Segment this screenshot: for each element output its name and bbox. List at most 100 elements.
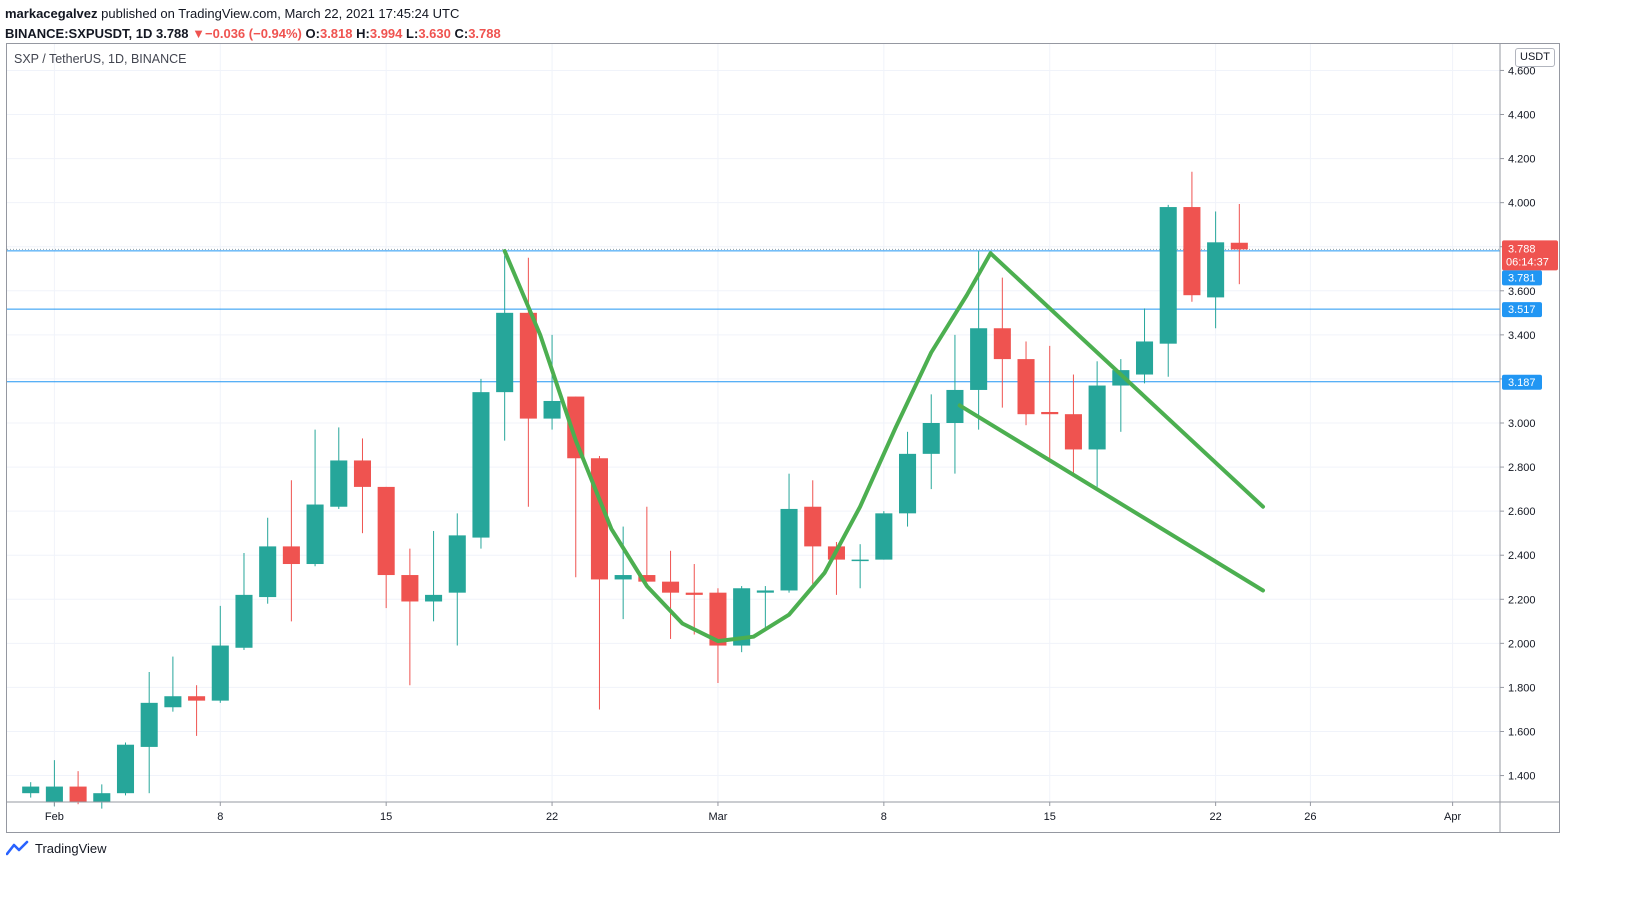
last-price-badge — [1502, 240, 1558, 271]
drawings[interactable] — [502, 249, 1265, 644]
candle-body — [1183, 207, 1201, 296]
price-tick-label: 3.400 — [1508, 330, 1536, 342]
candle-body — [733, 588, 751, 646]
candle — [377, 486, 395, 609]
candle-body — [164, 696, 182, 708]
candle — [685, 564, 703, 635]
candle — [733, 586, 751, 653]
candle — [93, 784, 111, 809]
time-axis[interactable]: Feb 8 15 22 Mar 8 15 22 26 Apr — [7, 801, 1560, 823]
candle-body — [899, 453, 917, 514]
candle-body — [1041, 411, 1059, 415]
candle — [709, 588, 727, 684]
open-label: O: — [305, 26, 320, 41]
price-tick-label: 3.600 — [1508, 286, 1536, 298]
candle — [543, 334, 561, 430]
low-label: L: — [406, 26, 419, 41]
horizontal-lines[interactable] — [7, 248, 1500, 383]
candle-body — [922, 423, 940, 454]
candle-body — [306, 504, 324, 565]
hline-badge-value: 3.781 — [1508, 272, 1536, 284]
price-tick-label: 4.000 — [1508, 198, 1536, 210]
candle — [1064, 374, 1082, 476]
price-tick-label: 2.000 — [1508, 638, 1536, 650]
candle-body — [851, 559, 869, 562]
candle-body — [780, 508, 798, 591]
tradingview-logo-icon — [6, 840, 29, 856]
candle — [188, 685, 206, 736]
candle — [22, 782, 40, 798]
candle — [993, 277, 1011, 408]
hline-badge-value: 3.517 — [1508, 304, 1536, 316]
candle-body — [662, 581, 680, 593]
change-value: −0.036 (−0.94%) — [205, 26, 302, 41]
price-tick-label: 2.600 — [1508, 506, 1536, 518]
cup-curve[interactable] — [502, 249, 993, 644]
candle — [496, 255, 514, 441]
price-tick-label: 2.200 — [1508, 594, 1536, 606]
candle-body — [211, 645, 229, 701]
symbol-title: BINANCE:SXPUSDT, 1D — [5, 26, 153, 41]
candle — [567, 396, 585, 578]
candle-body — [330, 460, 348, 507]
candle-body — [116, 744, 135, 794]
price-axis[interactable]: 1.400 1.600 1.800 2.000 2.200 2.400 2.600 2.800… — [1499, 44, 1536, 832]
candle — [780, 473, 798, 593]
candle — [922, 394, 940, 490]
close-label: C: — [454, 26, 469, 41]
hline-badge-value: 3.187 — [1508, 377, 1536, 389]
flag-bottom-line[interactable] — [957, 403, 1265, 593]
candle-body — [188, 696, 206, 701]
candle-body — [401, 575, 419, 602]
author-name[interactable]: markacegalvez — [5, 6, 98, 21]
candle-body — [235, 594, 253, 648]
candle — [401, 548, 419, 686]
price-tick-label: 3.000 — [1508, 418, 1536, 430]
candle-body — [448, 535, 466, 593]
candle — [804, 480, 822, 584]
candle — [1041, 345, 1059, 459]
candle — [259, 517, 277, 604]
candle-body — [425, 594, 443, 602]
candle-body — [93, 793, 111, 802]
time-tick-label: 15 — [380, 811, 392, 823]
candle — [69, 771, 87, 805]
candle — [282, 480, 300, 622]
time-tick-label: Mar — [708, 811, 727, 823]
candle — [851, 544, 869, 589]
price-tick-label: 1.600 — [1508, 726, 1536, 738]
flag-top-line[interactable] — [988, 251, 1265, 509]
time-tick-label: Apr — [1444, 811, 1461, 823]
candle-body — [709, 592, 727, 646]
candle-body — [69, 786, 87, 802]
candle-body — [353, 460, 372, 487]
candle-body — [756, 590, 774, 593]
footer: TradingView — [6, 838, 107, 858]
candle — [45, 760, 63, 807]
open-value: 3.818 — [319, 26, 353, 41]
candle — [756, 586, 774, 628]
candle — [1230, 203, 1248, 285]
candle — [306, 429, 324, 567]
close-value: 3.788 — [468, 26, 501, 41]
candle — [330, 427, 348, 509]
candle — [946, 334, 964, 474]
candle-body — [993, 328, 1011, 360]
candle-body — [259, 546, 277, 598]
time-tick-label: 8 — [881, 811, 887, 823]
candle — [662, 550, 680, 639]
candle — [614, 526, 632, 620]
time-tick-label: 15 — [1044, 811, 1056, 823]
candle — [519, 257, 537, 507]
candle — [353, 438, 372, 534]
high-label: H: — [356, 26, 370, 41]
candle-body — [22, 786, 40, 794]
candle-body — [1135, 341, 1154, 375]
currency-badge[interactable]: USDT — [1515, 48, 1555, 67]
candle-body — [567, 396, 585, 459]
chart-frame[interactable] — [6, 43, 1560, 833]
footer-brand[interactable]: TradingView — [35, 840, 107, 856]
candle — [1135, 308, 1154, 384]
time-tick-label: 26 — [1304, 811, 1316, 823]
